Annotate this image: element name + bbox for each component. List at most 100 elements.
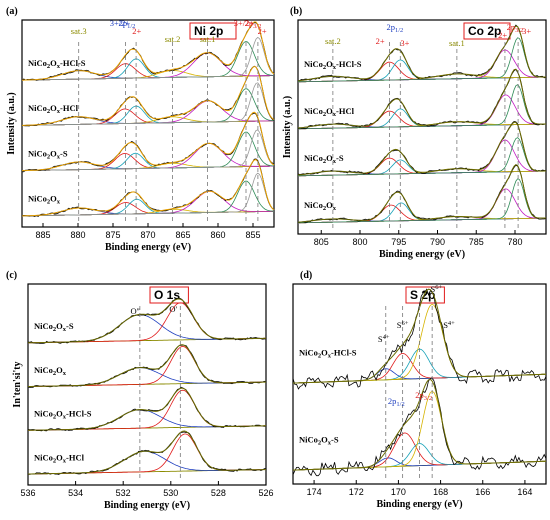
series-2: NiCo2Ox-HCl (297, 68, 547, 130)
fit-component (22, 172, 275, 217)
x-tick-label: 530 (163, 488, 178, 498)
peak-annotation: 2+ (132, 26, 141, 36)
raw-spectrum (27, 344, 267, 388)
fit-envelope (22, 21, 275, 81)
fit-envelope (297, 68, 546, 129)
annotations: S4+ S6+ S6+ S4+ 2p1/2 2p3/2 (378, 284, 455, 408)
peak-annotation: 3+ (400, 38, 409, 48)
x-tick-label: 780 (507, 237, 522, 247)
chart-panel-3: (c) O 1s 536 534 532 530 528 526 Binding energy … (6, 270, 274, 511)
series-label: NiCo2Ox (34, 365, 67, 377)
series-1: NiCo2Ox-S (27, 297, 267, 344)
peak-annotation: S6+ (397, 320, 409, 330)
peak-annotation: S4+ (443, 320, 455, 330)
fit-envelope (22, 65, 275, 126)
fit-component (298, 178, 546, 224)
x-axis-label: Binding energy (eV) (105, 242, 191, 253)
plot-frame (297, 19, 547, 235)
x-tick-label: 534 (68, 488, 83, 498)
x-tick-label: 800 (352, 237, 367, 247)
series-4: NiCo2Ox-HCl (28, 430, 266, 475)
series-label: NiCo2Ox-S (34, 321, 74, 333)
series-3: NiCo2Ox-HCl-S (27, 386, 267, 432)
peak-annotation: 2p1/2 (119, 18, 136, 30)
chart-panel-1: (a) Ni 2p 885 880 875 870 865 860 855 Binding ene… (6, 6, 275, 253)
series-label: NiCo2Ox-HCl-S (304, 59, 362, 71)
raw-spectrum (28, 297, 267, 344)
peak-annotation: 3+/2+ (234, 18, 255, 28)
annotations: sat.2 2+2p1/23+ sat.12+2p3/23+ (325, 22, 531, 48)
fit-envelope (27, 298, 266, 344)
fit-component (28, 345, 266, 387)
raw-spectrum (28, 431, 266, 475)
series-label: NiCo2Ox-HCl (34, 452, 85, 464)
chart-panel-4: (d) S 2p 174 172 170 168 166 164 Binding energy … (292, 270, 547, 510)
series-label: NiCo2Ox-HCl (28, 103, 79, 115)
y-axis-label: Intensity (a.u.) (6, 92, 17, 155)
x-tick-label: 805 (314, 237, 329, 247)
series-2: NiCo2Ox-HCl (21, 65, 275, 127)
fit-envelope (22, 159, 275, 217)
x-tick-label: 166 (475, 487, 490, 497)
series-label: NiCo2Ox-S (299, 435, 339, 447)
peak-annotation: 2p3/2 (415, 390, 432, 402)
series-label: NiCo2Ox-S (28, 148, 68, 160)
fit-component (22, 82, 275, 126)
annotations: O'' O' (130, 304, 177, 316)
raw-spectrum (27, 386, 267, 432)
chart-title: S 2p (410, 288, 435, 302)
peak-annotation: sat.3 (71, 26, 87, 36)
title-box (189, 22, 237, 40)
x-tick-label: 790 (430, 237, 445, 247)
x-tick-label: 855 (245, 230, 260, 240)
x-tick-label: 174 (307, 487, 322, 497)
peak-annotation: 3+ (522, 26, 531, 36)
series-3: NiCo2Ox-S (297, 120, 547, 177)
series-label: NiCo2Ox (28, 194, 61, 206)
x-tick-label: 536 (20, 488, 35, 498)
fit-component (21, 36, 275, 81)
series-label: NiCo2Ox-HCl-S (28, 58, 86, 70)
peak-annotation: 2+ (498, 30, 507, 40)
series-3: NiCo2Ox-S (21, 111, 275, 173)
x-tick-label: 885 (35, 230, 50, 240)
series-label: NiCo2Ox (304, 200, 337, 212)
peak-annotation: S4+ (378, 334, 390, 344)
series-label: NiCo2Ox-HCl-S (34, 409, 92, 421)
series-1: NiCo2Ox-HCl-S (292, 288, 547, 390)
fit-envelope (28, 430, 266, 475)
y-axis-label: Intensity (a.u.) (282, 96, 293, 159)
peak-annotation: 3+/2+ (110, 18, 131, 28)
plot-frame (27, 283, 267, 486)
x-tick-label: 795 (391, 237, 406, 247)
fit-envelope (22, 111, 275, 172)
peak-annotation: S6+ (431, 284, 443, 294)
peak-annotation: 2+ (376, 36, 385, 46)
peak-annotation: 2p3/2 (245, 18, 262, 30)
x-tick-label: 785 (469, 237, 484, 247)
fit-component (21, 129, 275, 172)
chart-panel-2: (b) Co 2p 805 800 795 790 785 780 Binding energy… (282, 6, 547, 260)
y-axis-label: In'ten'si'ty (12, 361, 23, 407)
x-tick-label: 865 (175, 230, 190, 240)
x-tick-label: 172 (349, 487, 364, 497)
x-axis-label: Binding energy (eV) (376, 499, 462, 510)
panel-label: (a) (6, 6, 18, 17)
x-axis-label: Binding energy (eV) (104, 500, 190, 511)
chart-title: Co 2p (468, 24, 501, 38)
peak-annotation: sat.1 (449, 38, 465, 48)
fit-component (28, 433, 266, 475)
fit-envelope (297, 121, 546, 176)
raw-spectrum (292, 288, 547, 390)
peak-annotation: 2p3/2 (507, 22, 524, 34)
peak-annotation: sat.2 (325, 36, 341, 46)
plot-frame (292, 283, 547, 485)
panel-label: (c) (6, 270, 17, 281)
panel-label: (d) (300, 270, 312, 281)
peak-annotation: 2+ (258, 26, 267, 36)
peak-annotation: sat.1 (200, 34, 216, 44)
x-tick-label: 860 (210, 230, 225, 240)
panel-label: (b) (290, 6, 302, 17)
peak-annotation: sat.2 (165, 34, 181, 44)
